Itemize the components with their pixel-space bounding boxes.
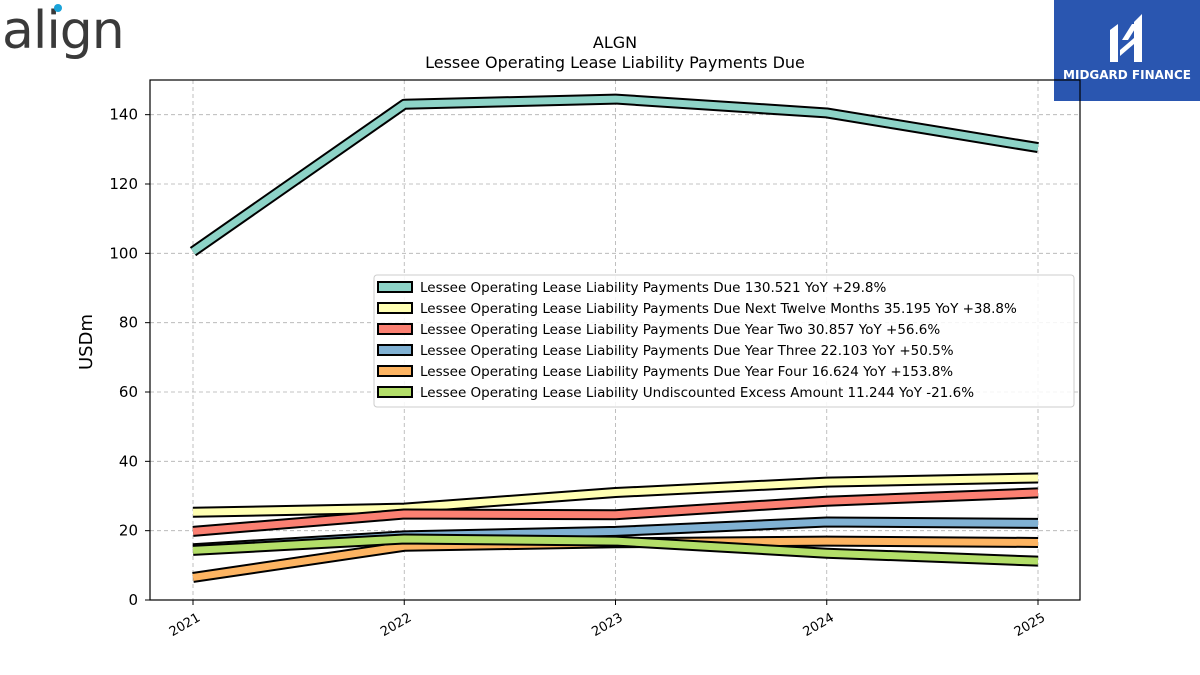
legend-swatch [377, 365, 413, 377]
x-tick-label: 2021 [167, 610, 203, 640]
brand-name: MIDGARD FINANCE [1063, 68, 1191, 82]
legend-label: Lessee Operating Lease Liability Payment… [420, 280, 886, 296]
y-tick-label: 0 [128, 591, 138, 609]
brand-logo: MIDGARD FINANCE [1054, 0, 1200, 101]
legend-label: Lessee Operating Lease Liability Payment… [420, 322, 940, 338]
y-tick-label: 120 [109, 175, 138, 193]
series-line [192, 474, 1039, 516]
legend-label: Lessee Operating Lease Liability Payment… [420, 301, 1017, 317]
legend-label: Lessee Operating Lease Liability Payment… [420, 364, 953, 380]
legend-label: Lessee Operating Lease Liability Undisco… [420, 385, 974, 401]
legend: Lessee Operating Lease Liability Payment… [373, 274, 1075, 408]
y-tick-label: 140 [109, 106, 138, 124]
legend-box [373, 274, 1075, 408]
legend-swatch [377, 302, 413, 314]
series-lines [189, 93, 1039, 583]
y-tick-label: 20 [119, 522, 138, 540]
x-tick-label: 2025 [1012, 610, 1048, 640]
legend-swatch [377, 386, 413, 398]
series-line [190, 95, 1039, 255]
y-tick-label: 80 [119, 314, 138, 332]
logo-dot [54, 4, 62, 12]
series-line [192, 535, 1039, 565]
legend-swatch [377, 344, 413, 356]
y-tick-label: 100 [109, 244, 138, 262]
company-logo-text: align [2, 1, 125, 61]
y-axis-label: USDm [76, 314, 97, 370]
brand-mark-icon [1110, 14, 1142, 62]
x-tick-label: 2022 [378, 610, 414, 640]
x-tick-label: 2024 [801, 610, 837, 640]
chart-subtitle: Lessee Operating Lease Liability Payment… [425, 53, 805, 72]
axes: 0 20 40 60 80 100 120 140 2021 2022 2023 2024 2025 [109, 79, 1081, 640]
series-line [192, 489, 1039, 535]
legend-swatch [377, 281, 413, 293]
y-tick-label: 60 [119, 383, 138, 401]
legend-swatch [377, 323, 413, 335]
chart-title: ALGN [593, 33, 637, 52]
legend-label: Lessee Operating Lease Liability Payment… [420, 343, 954, 359]
y-tick-label: 40 [119, 452, 138, 470]
x-tick-label: 2023 [589, 610, 625, 640]
company-logo: align [2, 0, 125, 62]
